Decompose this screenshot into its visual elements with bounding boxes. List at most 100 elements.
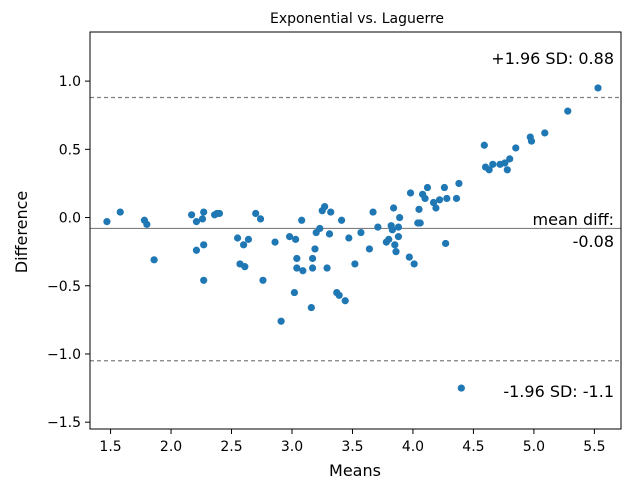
data-point [259,276,267,284]
y-axis-label: Difference [12,191,31,273]
y-axis-ticks: −1.5 −1.0 −0.5 0.0 0.5 1.0 [47,74,90,431]
data-point [485,166,493,174]
y-tick-label: −1.0 [47,347,81,363]
data-point [316,224,324,233]
data-point [198,215,207,223]
y-tick-label: −0.5 [47,279,81,295]
plot-frame [89,31,622,430]
x-axis-ticks: 1.5 2.0 2.5 3.0 3.5 4.0 4.5 5.0 5.5 [99,429,606,455]
data-point [215,209,224,218]
data-point [341,297,349,305]
data-point [405,253,413,261]
data-point [365,245,374,253]
data-point [457,384,465,392]
data-point [325,230,334,238]
y-tick-label: −1.5 [47,415,81,431]
data-point [233,234,242,242]
data-point [298,216,306,224]
data-point [192,246,201,254]
data-point [391,241,399,249]
data-point [143,220,151,228]
data-point [435,196,444,204]
data-point [455,179,463,188]
data-point [321,203,329,211]
x-tick-label: 3.0 [281,439,303,455]
scatter-points [103,84,602,392]
x-tick-label: 4.5 [462,439,484,455]
y-tick-label: 1.0 [59,74,81,90]
data-point [200,241,208,249]
data-point [396,213,404,222]
data-point [244,235,253,243]
lower-loa-label: -1.96 SD: -1.1 [503,382,614,401]
x-axis-label: Means [329,461,381,480]
data-point [357,228,365,237]
data-point [323,264,331,272]
data-point [416,219,424,227]
data-point [345,234,353,242]
data-point [503,166,511,174]
data-point [241,263,249,271]
data-point [293,264,301,272]
data-point [394,233,403,241]
data-point [292,235,300,243]
x-tick-label: 3.5 [341,439,363,455]
data-point [564,107,572,115]
x-tick-label: 2.5 [220,439,242,455]
data-point [443,194,451,203]
data-point [501,159,509,167]
data-point [406,189,415,197]
data-point [103,218,111,226]
upper-loa-label: +1.96 SD: 0.88 [491,49,614,68]
data-point [415,205,423,213]
data-point [337,216,346,224]
y-tick-label: 0.0 [59,211,81,227]
data-point [327,208,335,216]
data-point [388,226,396,234]
data-point [335,291,343,299]
x-tick-label: 4.0 [402,439,424,455]
x-tick-label: 2.0 [160,439,182,455]
data-point [506,155,514,163]
x-tick-label: 5.0 [523,439,545,455]
data-point [594,84,602,92]
data-point [421,194,429,203]
data-point [452,194,461,203]
mean-diff-label: mean diff: [533,210,614,229]
data-point [308,254,317,263]
data-point [385,235,393,243]
data-point [394,223,403,231]
data-point [285,233,294,241]
data-point [512,144,520,152]
data-point [150,256,158,264]
data-point [440,183,449,192]
data-point [116,208,124,216]
data-point [290,288,299,297]
data-point [200,276,208,284]
data-point [527,137,536,145]
data-point [369,208,377,216]
data-point [311,245,319,253]
data-point [293,254,301,263]
data-point [374,223,382,231]
data-point [307,303,315,312]
data-point [423,183,432,192]
data-point [188,211,196,219]
data-point [489,160,497,168]
data-point [351,260,359,268]
data-point [240,241,248,249]
data-point [442,239,450,248]
data-point [392,248,400,256]
data-point [429,198,438,207]
data-point [410,260,418,268]
data-point [256,215,265,223]
x-tick-label: 5.5 [583,439,605,455]
data-point [192,218,201,226]
data-point [277,317,285,325]
data-point [299,267,307,275]
data-point [308,264,317,272]
x-tick-label: 1.5 [99,439,121,455]
mean-diff-value: -0.08 [573,232,614,251]
y-tick-label: 0.5 [59,142,81,158]
